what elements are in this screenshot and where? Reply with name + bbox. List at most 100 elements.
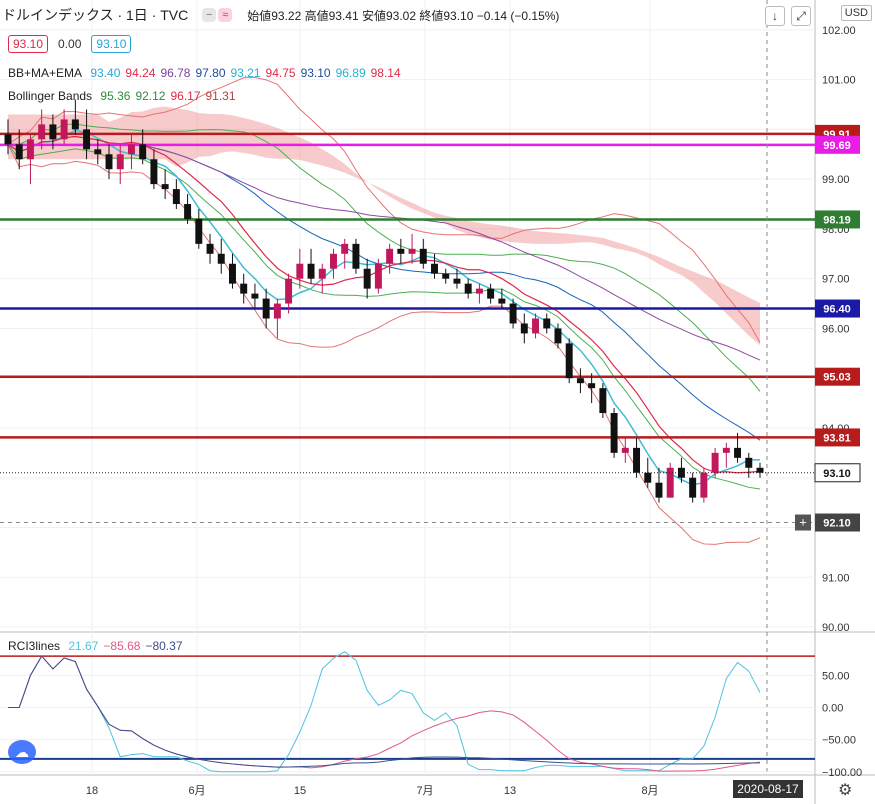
hline-label: 95.03 — [823, 372, 851, 384]
symbol-title[interactable]: ドルインデックス · 1日 · TVC — [2, 7, 189, 23]
rci-short — [8, 651, 761, 773]
crosshair-label-bg — [815, 513, 860, 532]
candle-body — [610, 413, 618, 453]
candle-body — [262, 298, 270, 319]
rci-y-tick: −100.00 — [822, 767, 862, 779]
y-tick-label: 101.00 — [822, 75, 856, 87]
candle-body — [318, 268, 326, 279]
candle-body — [195, 218, 203, 244]
rci-value-2: −80.37 — [145, 639, 183, 653]
legend-bbmaema[interactable]: BB+MA+EMA 93.40 94.24 96.78 97.80 93.21 94.75… — [8, 66, 406, 80]
hline-label-bg — [815, 210, 860, 229]
y-tick-label: 96.00 — [822, 323, 850, 335]
candle-body — [756, 467, 764, 473]
rci-y-tick: 0.00 — [822, 703, 843, 715]
candle-body — [588, 383, 596, 389]
plus-icon: + — [799, 515, 807, 530]
candle-body — [15, 144, 23, 160]
bollinger-value-3: 91.31 — [205, 89, 236, 103]
legend-bbmaema-name: BB+MA+EMA — [8, 66, 83, 80]
y-tick-label: 99.00 — [822, 174, 850, 186]
bbmaema-value-6: 93.10 — [300, 66, 331, 80]
candle-body — [464, 283, 472, 294]
bbmaema-value-7: 96.89 — [335, 66, 366, 80]
legend-bollinger[interactable]: Bollinger Bands 95.36 92.12 96.17 91.31 — [8, 89, 241, 103]
candle-body — [38, 124, 46, 140]
price-box-right: 93.10 — [91, 35, 132, 53]
candle-body — [386, 248, 394, 264]
candle-body — [700, 472, 708, 498]
candle-body — [554, 328, 562, 344]
candle-body — [352, 243, 360, 269]
candle-body — [240, 283, 248, 294]
candle-body — [520, 323, 528, 334]
candle-body — [49, 124, 57, 140]
hline-label: 93.81 — [823, 432, 851, 444]
bbmaema-value-3: 97.80 — [195, 66, 226, 80]
candle-body — [206, 243, 214, 254]
candle-body — [217, 253, 225, 264]
candle-body — [161, 184, 169, 190]
candle-body — [273, 303, 281, 319]
gear-icon[interactable]: ⚙ — [838, 782, 853, 799]
crosshair-plus-bg — [795, 514, 811, 531]
bollinger-value-1: 92.12 — [135, 89, 166, 103]
candle-body — [745, 457, 753, 468]
candle-body — [576, 378, 584, 384]
y-tick-label: 90.00 — [822, 622, 850, 634]
price-boxes: 93.10 0.00 93.10 — [8, 34, 132, 54]
candle-body — [475, 288, 483, 294]
bbmaema-value-0: 93.40 — [90, 66, 121, 80]
candle-body — [722, 447, 730, 453]
legend-rci[interactable]: RCI3lines 21.67 −85.68 −80.37 — [8, 639, 188, 653]
candle-body — [363, 268, 371, 289]
download-icon[interactable]: ↓ — [765, 6, 785, 26]
candle-body — [26, 139, 34, 160]
candle-body — [228, 263, 236, 284]
candle-body — [487, 288, 495, 299]
collapse-toggle[interactable]: − — [202, 8, 217, 22]
candle-body — [397, 248, 405, 254]
candle-body — [150, 159, 158, 185]
candle-body — [419, 248, 427, 264]
hline-label: 96.40 — [823, 304, 851, 316]
rci-y-tick: −50.00 — [822, 735, 856, 747]
chart-header: ドルインデックス · 1日 · TVC − ≈ 始値93.22 高値93.41 … — [0, 0, 559, 30]
tradingview-logo-icon[interactable]: ☁ — [8, 740, 36, 764]
crosshair-label: 92.10 — [823, 518, 851, 530]
hline-label: 98.19 — [823, 214, 851, 226]
bollinger-value-0: 95.36 — [100, 89, 131, 103]
candle-body — [127, 144, 135, 155]
compare-toggle[interactable]: ≈ — [218, 8, 233, 22]
rci-long — [8, 655, 761, 768]
cursor-date-label: 2020-08-17 — [733, 780, 803, 798]
ohlc-readout: 始値93.22 高値93.41 安値93.02 終値93.10 −0.14 (−… — [247, 8, 560, 23]
price-box-left: 93.10 — [8, 35, 49, 53]
candle-body — [341, 243, 349, 254]
candle-body — [711, 452, 719, 473]
candle-body — [307, 263, 315, 279]
hline-label-bg — [815, 367, 860, 386]
candle-body — [296, 263, 304, 279]
candle-body — [431, 263, 438, 274]
hline-label-bg — [815, 299, 860, 318]
ma-short — [7, 129, 760, 486]
y-tick-label: 91.00 — [822, 572, 850, 584]
currency-label[interactable]: USD — [840, 5, 872, 21]
candle-body — [655, 482, 663, 498]
rci-value-0: 21.67 — [68, 639, 99, 653]
bbmaema-value-4: 93.21 — [230, 66, 261, 80]
x-tick-label: 7月 — [416, 785, 433, 797]
candle-body — [330, 253, 337, 269]
last-price-label: 93.10 — [823, 468, 851, 480]
candle-body — [453, 278, 461, 284]
candle-body — [532, 318, 540, 334]
candle-body — [139, 144, 147, 160]
hline-label: 99.69 — [823, 140, 851, 152]
x-tick-label: 18 — [86, 785, 98, 797]
bb-lower-1sd — [7, 144, 761, 490]
fullscreen-icon[interactable]: ⤢ — [791, 6, 811, 26]
legend-bollinger-name: Bollinger Bands — [8, 89, 93, 103]
